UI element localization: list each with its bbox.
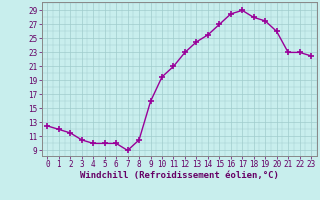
X-axis label: Windchill (Refroidissement éolien,°C): Windchill (Refroidissement éolien,°C) — [80, 171, 279, 180]
